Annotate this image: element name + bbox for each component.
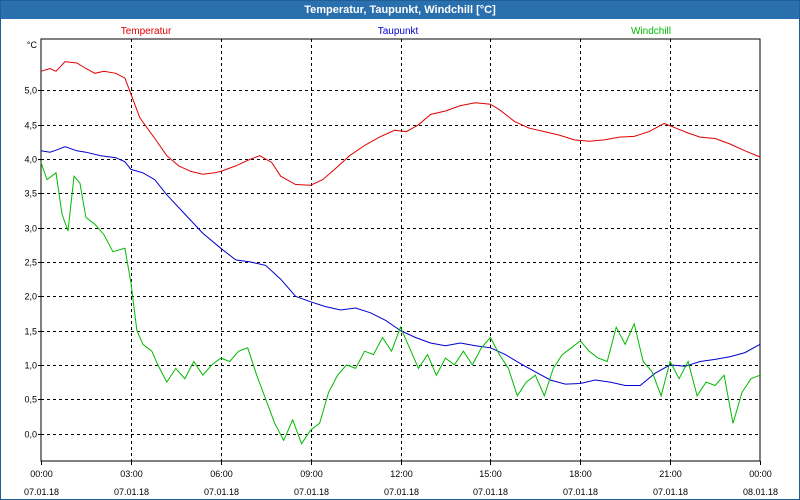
y-tick-label: 0,0 <box>24 430 37 440</box>
series-line-windchill <box>40 162 761 445</box>
x-tick-date: 07.01.18 <box>24 487 59 497</box>
series-line-temperatur <box>40 61 761 186</box>
y-tick-label: 3,0 <box>24 224 37 234</box>
y-tick-label: 0,5 <box>24 395 37 405</box>
x-tick-time: 15:00 <box>479 469 502 479</box>
x-tick-date: 07.01.18 <box>204 487 239 497</box>
x-tick-date: 08.01.18 <box>743 487 778 497</box>
x-tick-time: 00:00 <box>749 469 772 479</box>
y-tick-label: 4,5 <box>24 121 37 131</box>
legend-taupunkt: Taupunkt <box>378 26 419 37</box>
window-title: Temperatur, Taupunkt, Windchill [°C] <box>1 1 799 19</box>
y-tick-label: 2,0 <box>24 292 37 302</box>
x-tick-date: 07.01.18 <box>653 487 688 497</box>
x-tick-date: 07.01.18 <box>384 487 419 497</box>
x-tick-date: 07.01.18 <box>294 487 329 497</box>
x-tick-time: 00:00 <box>30 469 53 479</box>
y-tick-label: 4,0 <box>24 155 37 165</box>
series-line-taupunkt <box>40 146 761 386</box>
line-chart: 0,0 0,5 1,0 1,5 2,0 2,5 3,0 3,5 4,0 4,5 5,0 °C 00:00… <box>24 26 778 497</box>
y-axis-label: °C <box>27 40 38 50</box>
x-tick-date: 07.01.18 <box>473 487 508 497</box>
x-tick-time: 03:00 <box>120 469 143 479</box>
y-tick-label: 3,5 <box>24 189 37 199</box>
plot-area <box>40 38 761 462</box>
legend-windchill: Windchill <box>631 26 671 37</box>
x-tick-time: 18:00 <box>569 469 592 479</box>
x-tick-time: 06:00 <box>210 469 233 479</box>
y-tick-label: 2,5 <box>24 258 37 268</box>
x-tick-time: 12:00 <box>390 469 413 479</box>
y-tick-label: 1,0 <box>24 361 37 371</box>
x-tick-time: 21:00 <box>659 469 682 479</box>
x-tick-date: 07.01.18 <box>563 487 598 497</box>
x-tick-date: 07.01.18 <box>114 487 149 497</box>
y-tick-label: 5,0 <box>24 86 37 96</box>
y-tick-label: 1,5 <box>24 327 37 337</box>
x-tick-time: 09:00 <box>300 469 323 479</box>
legend-temperatur: Temperatur <box>121 26 172 37</box>
